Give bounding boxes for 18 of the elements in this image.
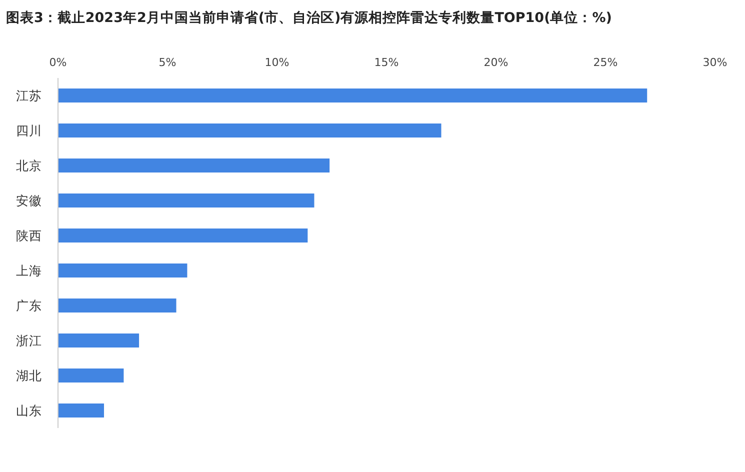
xtick: 0% [49, 56, 67, 69]
ytick: 安徽 [16, 193, 42, 208]
ytick: 北京 [16, 158, 42, 173]
xtick: 20% [484, 56, 508, 69]
xtick: 10% [264, 56, 290, 69]
ytick: 陕西 [16, 228, 42, 243]
ytick: 上海 [16, 263, 42, 278]
ytick: 江苏 [16, 88, 42, 103]
ytick: 浙江 [16, 333, 42, 348]
title: 图表3：截止2023年2月中国当前申请省(市、自治区)有源相控阵雷达专利数量TOP10(单位：%) [6, 10, 612, 26]
xtick: 30% [702, 56, 728, 69]
ytick: 山东 [16, 403, 42, 418]
ytick: 四川 [16, 123, 42, 138]
xtick: 15% [374, 56, 399, 69]
ytick: 广东 [16, 298, 42, 313]
xtick: 5% [158, 56, 176, 69]
ytick: 湖北 [16, 368, 42, 383]
xtick: 25% [593, 56, 618, 69]
